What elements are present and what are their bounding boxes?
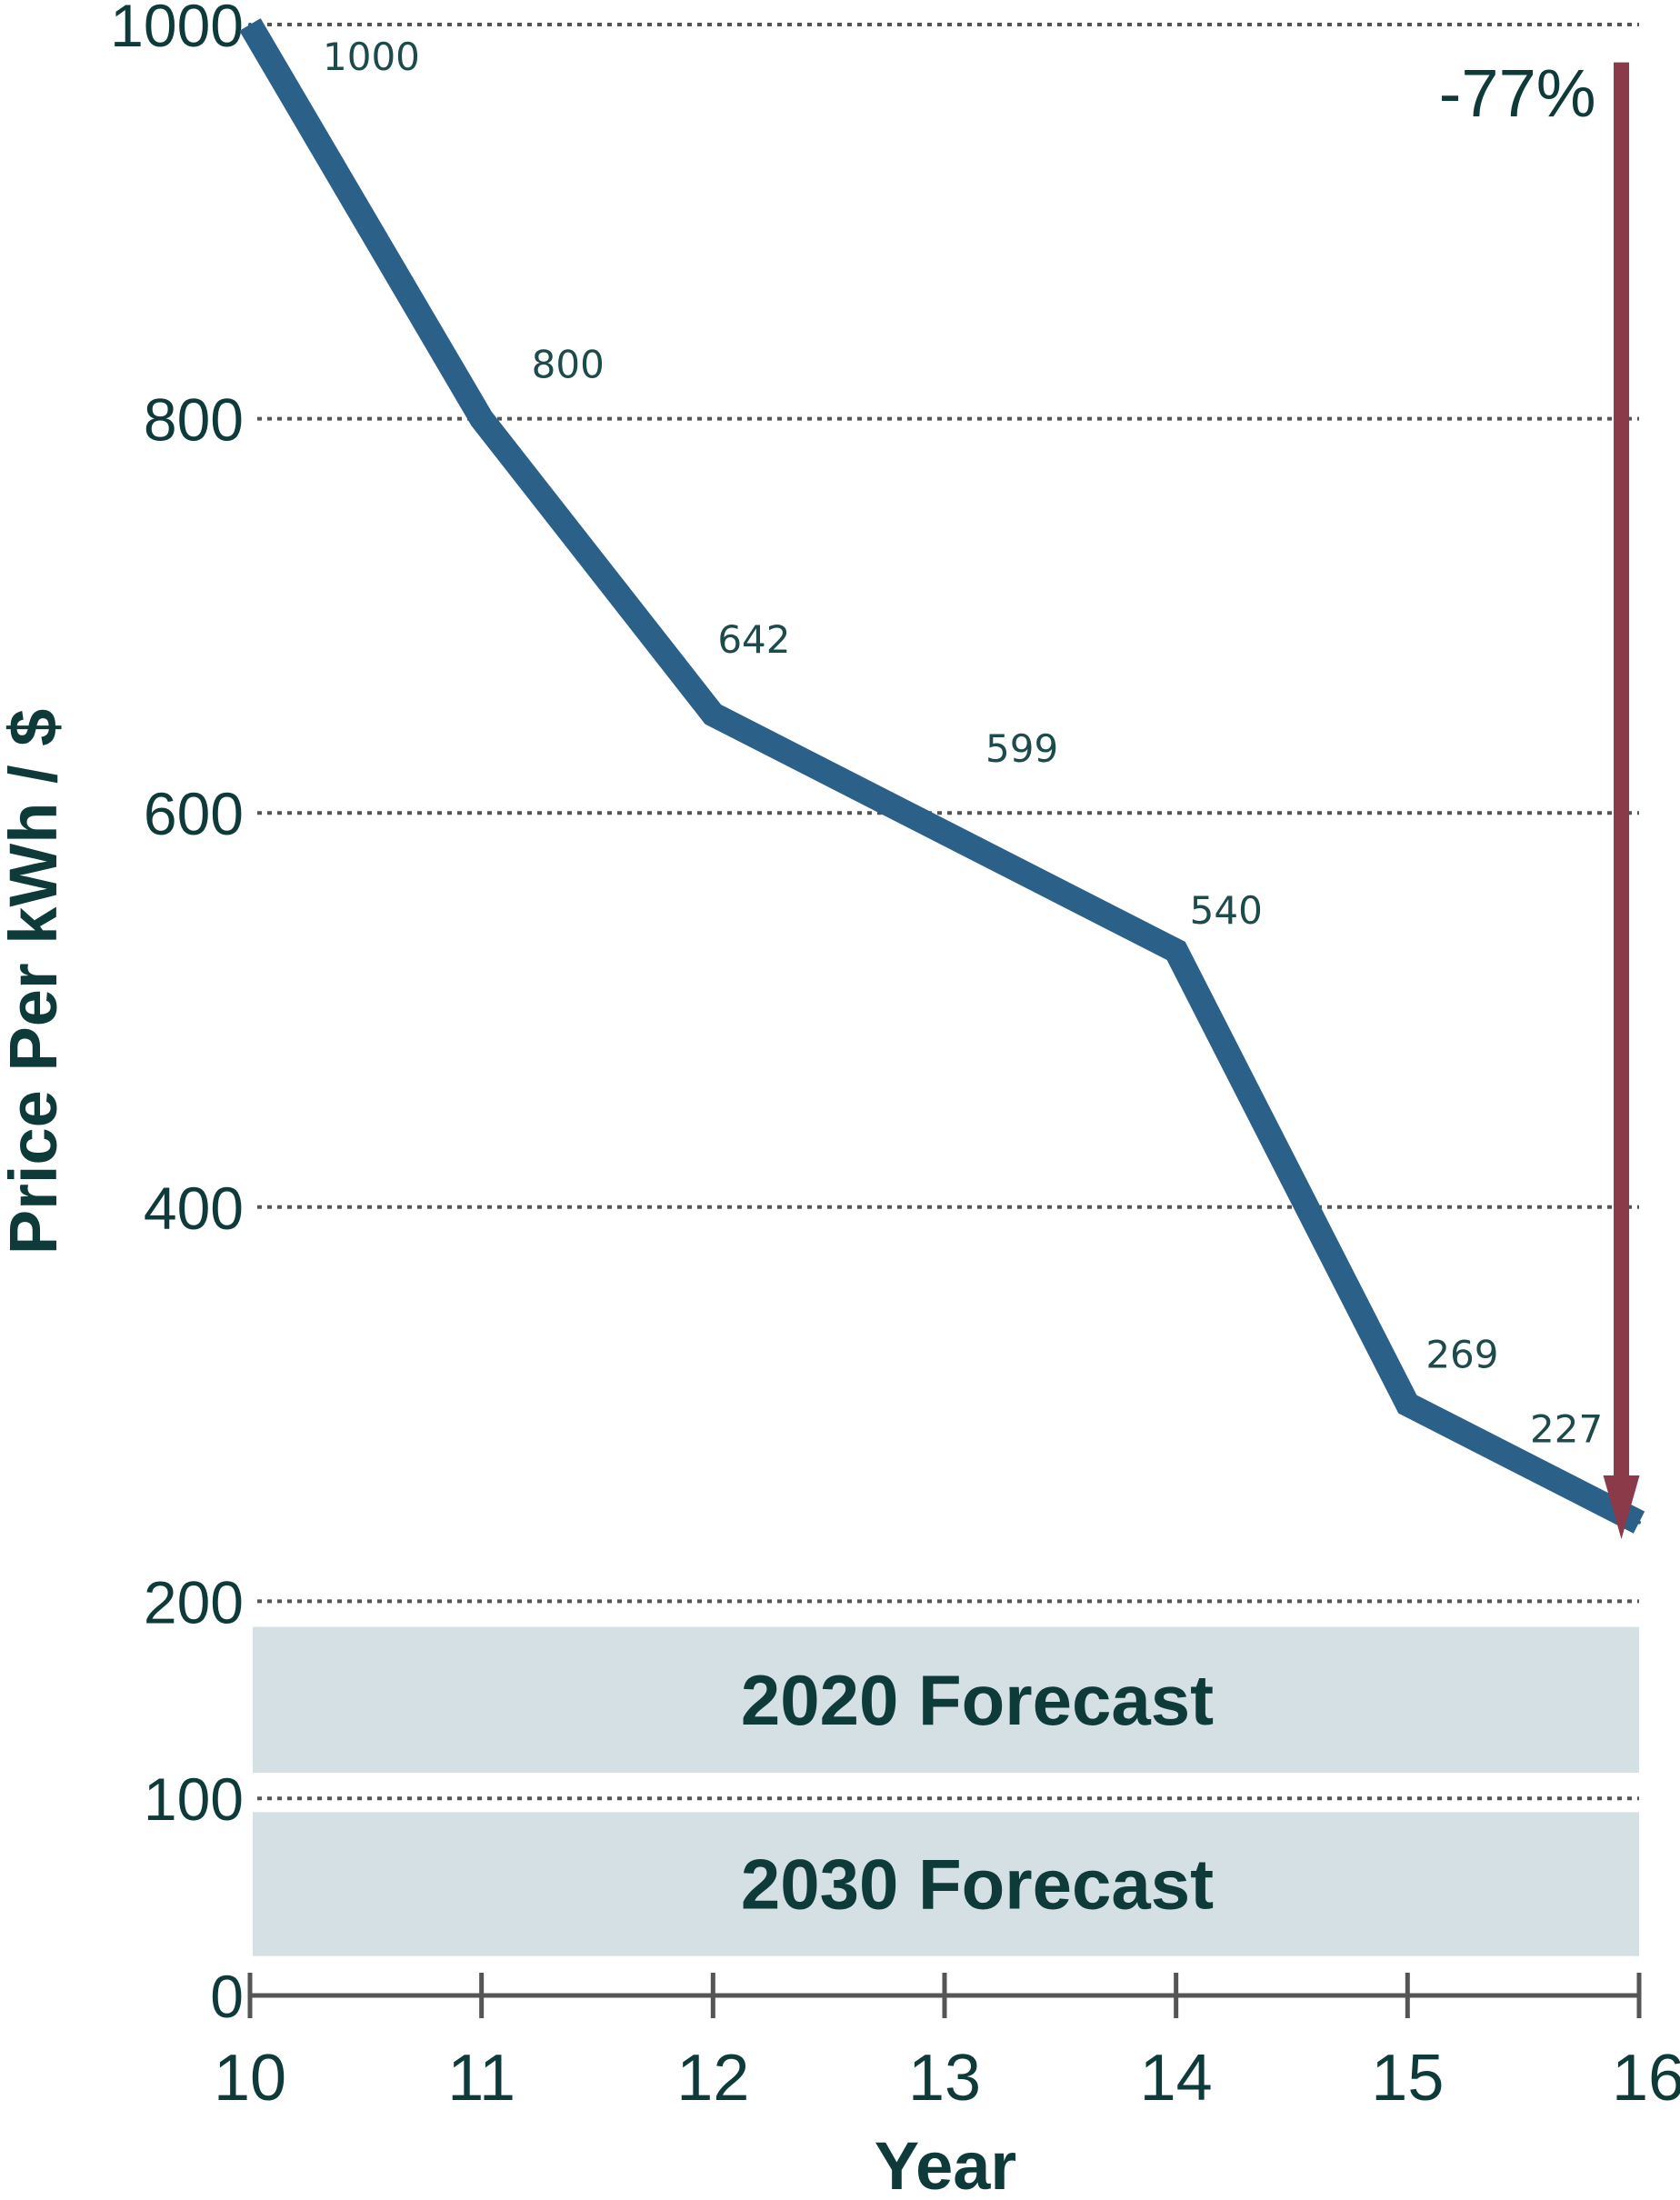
forecast-band-0 (253, 1626, 1639, 1774)
forecast-band-1 (253, 1812, 1639, 1956)
data-point-4 (1174, 948, 1178, 953)
series (239, 18, 1645, 1534)
x-tick-label-16: 16 (1612, 2042, 1680, 2115)
data-label-1: 800 (532, 343, 605, 387)
data-label-0: 1000 (323, 35, 420, 79)
y-tick-label-400: 400 (144, 1175, 244, 1242)
x-tick-label-13: 13 (908, 2042, 981, 2115)
arrow-head-0 (1603, 1475, 1640, 1539)
x-tick-label-12: 12 (676, 2042, 749, 2115)
data-point-6 (1637, 1520, 1641, 1525)
y-tick-labels: 0 100 200 400 600 800 1000 (110, 0, 244, 2030)
change-label-0: -77% (1439, 55, 1596, 131)
data-point-0 (248, 23, 252, 26)
y-tick-label-100: 100 (144, 1765, 244, 1833)
x-tick-labels: 10 11 12 13 14 15 16 (214, 2042, 1680, 2115)
y-tick-label-200: 200 (144, 1568, 244, 1635)
x-tick-label-11: 11 (447, 2042, 515, 2115)
change-arrow: -77% (1439, 55, 1640, 1539)
data-label-2: 642 (717, 617, 790, 662)
y-tick-label-0: 0 (210, 1963, 244, 2030)
x-tick-label-15: 15 (1371, 2042, 1444, 2115)
data-point-2 (711, 712, 715, 716)
data-point-1 (479, 416, 484, 421)
gridlines (257, 23, 1639, 1801)
y-tick-label-800: 800 (144, 386, 244, 454)
data-label-5: 269 (1425, 1333, 1498, 1377)
data-label-6: 227 (1530, 1407, 1603, 1452)
x-axis-title: Year (875, 2128, 1016, 2200)
data-label-3: 599 (985, 726, 1058, 771)
y-axis-title: Price Per kWh / $ (0, 709, 71, 1255)
data-label-4: 540 (1190, 888, 1263, 933)
series-line-0 (239, 18, 1645, 1534)
data-point-3 (943, 830, 946, 835)
forecast-band-label-1: 2030 Forecast (741, 1845, 1214, 1925)
y-tick-label-600: 600 (144, 780, 244, 847)
data-labels: 1000 800 642 599 540 269 227 (323, 35, 1603, 1452)
y-tick-label-1000: 1000 (110, 0, 244, 59)
x-tick-label-10: 10 (214, 2042, 286, 2115)
forecast-band-label-0: 2020 Forecast (741, 1660, 1214, 1740)
data-point-5 (1405, 1402, 1410, 1406)
forecast-bands: 2020 Forecast 2030 Forecast (253, 1626, 1639, 1956)
x-tick-label-14: 14 (1140, 2042, 1213, 2115)
x-axis (247, 1973, 1642, 2018)
